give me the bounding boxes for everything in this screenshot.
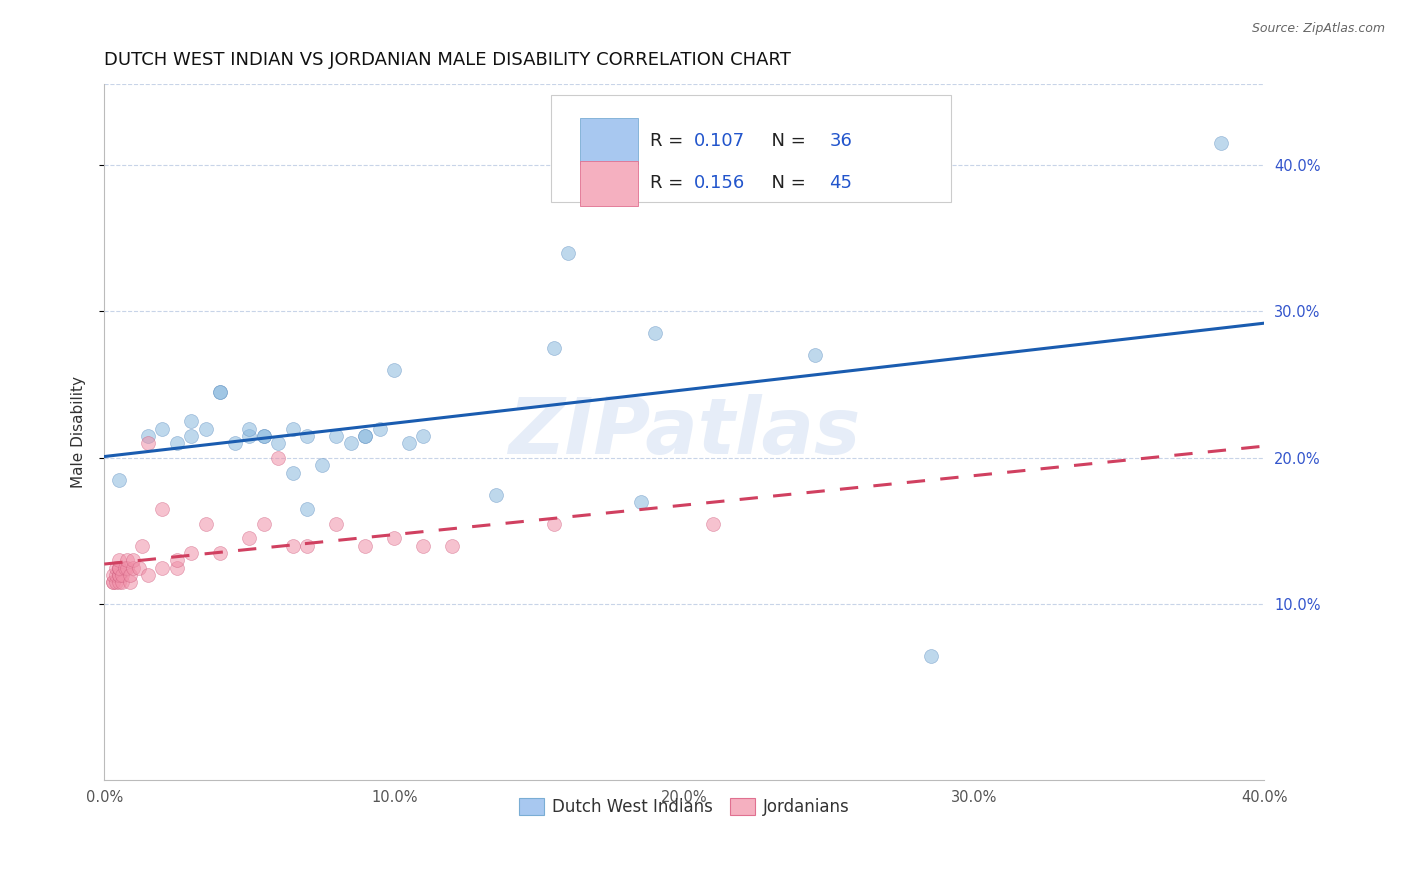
Text: 0.107: 0.107	[693, 132, 745, 150]
Point	[209, 546, 232, 560]
Point	[412, 429, 434, 443]
Point	[180, 546, 202, 560]
Point	[117, 561, 139, 575]
Point	[485, 487, 508, 501]
Text: Source: ZipAtlas.com: Source: ZipAtlas.com	[1251, 22, 1385, 36]
Point	[702, 516, 724, 531]
FancyBboxPatch shape	[579, 161, 638, 206]
Point	[122, 561, 145, 575]
Point	[354, 539, 377, 553]
Point	[644, 326, 666, 341]
Point	[104, 561, 127, 575]
Point	[224, 436, 246, 450]
Point	[136, 568, 159, 582]
Point	[441, 539, 464, 553]
Point	[543, 516, 565, 531]
Point	[368, 421, 391, 435]
Point	[166, 561, 188, 575]
Text: DUTCH WEST INDIAN VS JORDANIAN MALE DISABILITY CORRELATION CHART: DUTCH WEST INDIAN VS JORDANIAN MALE DISA…	[104, 51, 792, 69]
Point	[253, 516, 276, 531]
Point	[136, 436, 159, 450]
Point	[253, 429, 276, 443]
Point	[630, 495, 652, 509]
Point	[267, 436, 290, 450]
Point	[114, 561, 136, 575]
Point	[107, 553, 129, 567]
Point	[107, 568, 129, 582]
Point	[238, 429, 260, 443]
Point	[107, 561, 129, 575]
Point	[111, 575, 134, 590]
Point	[557, 245, 579, 260]
Text: R =: R =	[650, 132, 689, 150]
Point	[150, 561, 173, 575]
Y-axis label: Male Disability: Male Disability	[72, 376, 86, 488]
Point	[150, 502, 173, 516]
Point	[107, 575, 129, 590]
Point	[297, 539, 319, 553]
Point	[122, 553, 145, 567]
Point	[111, 568, 134, 582]
Point	[382, 532, 405, 546]
Point	[340, 436, 363, 450]
Point	[354, 429, 377, 443]
Text: R =: R =	[650, 174, 689, 193]
Legend: Dutch West Indians, Jordanians: Dutch West Indians, Jordanians	[510, 789, 858, 824]
Point	[194, 421, 217, 435]
Text: N =: N =	[759, 132, 811, 150]
Point	[101, 575, 124, 590]
Point	[107, 568, 129, 582]
Point	[107, 561, 129, 575]
Point	[543, 341, 565, 355]
Point	[209, 384, 232, 399]
Point	[412, 539, 434, 553]
Point	[180, 414, 202, 428]
Point	[398, 436, 420, 450]
Point	[325, 429, 347, 443]
Point	[128, 561, 150, 575]
Point	[209, 384, 232, 399]
Point	[120, 575, 142, 590]
Point	[920, 648, 942, 663]
Point	[120, 568, 142, 582]
Point	[281, 539, 304, 553]
Point	[238, 532, 260, 546]
Point	[131, 539, 153, 553]
Point	[194, 516, 217, 531]
Point	[354, 429, 377, 443]
Point	[101, 575, 124, 590]
Point	[117, 553, 139, 567]
FancyBboxPatch shape	[579, 119, 638, 163]
Point	[166, 553, 188, 567]
Point	[180, 429, 202, 443]
Point	[281, 421, 304, 435]
Point	[297, 429, 319, 443]
Point	[101, 568, 124, 582]
Point	[253, 429, 276, 443]
FancyBboxPatch shape	[551, 95, 950, 202]
Point	[311, 458, 333, 473]
Point	[297, 502, 319, 516]
Point	[104, 575, 127, 590]
Text: 36: 36	[830, 132, 852, 150]
Point	[104, 568, 127, 582]
Point	[166, 436, 188, 450]
Text: N =: N =	[759, 174, 811, 193]
Text: 45: 45	[830, 174, 852, 193]
Point	[1209, 136, 1232, 150]
Point	[804, 348, 827, 362]
Point	[267, 450, 290, 465]
Point	[281, 466, 304, 480]
Point	[150, 421, 173, 435]
Text: ZIPatlas: ZIPatlas	[508, 394, 860, 470]
Point	[107, 473, 129, 487]
Point	[136, 429, 159, 443]
Point	[382, 363, 405, 377]
Point	[238, 421, 260, 435]
Point	[107, 561, 129, 575]
Text: 0.156: 0.156	[693, 174, 745, 193]
Point	[325, 516, 347, 531]
